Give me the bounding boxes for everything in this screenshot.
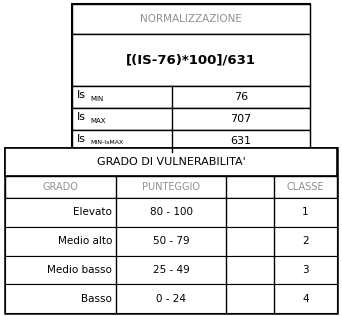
Text: 0 - 24: 0 - 24 [156,294,186,304]
Text: GRADO DI VULNERABILITA': GRADO DI VULNERABILITA' [97,157,245,167]
Text: 2: 2 [302,236,309,246]
Text: [(IS-76)*100]/631: [(IS-76)*100]/631 [126,53,256,66]
Text: Is: Is [77,135,86,144]
Text: Medio basso: Medio basso [47,265,112,275]
Bar [5,198,337,227]
Bar [72,34,310,86]
Text: 80 - 100: 80 - 100 [149,207,193,217]
Bar [72,4,310,152]
Bar [5,284,337,313]
Text: Is: Is [77,90,86,100]
Text: 707: 707 [231,114,252,124]
Text: 25 - 49: 25 - 49 [153,265,189,275]
Bar [5,256,337,284]
Text: MIN: MIN [90,96,103,102]
Bar [5,227,337,256]
Bar [72,130,310,152]
Text: MIN-IsMAX: MIN-IsMAX [90,141,123,145]
Bar [5,148,337,313]
Text: 1: 1 [302,207,309,217]
Text: 3: 3 [302,265,309,275]
Text: CLASSE: CLASSE [287,182,324,192]
Text: 4: 4 [302,294,309,304]
Text: Is: Is [77,112,86,123]
Text: NORMALIZZAZIONE: NORMALIZZAZIONE [140,14,242,24]
Text: MAX: MAX [90,118,105,124]
Text: PUNTEGGIO: PUNTEGGIO [142,182,200,192]
Text: Medio alto: Medio alto [58,236,112,246]
Bar [72,108,310,130]
Text: 631: 631 [231,136,251,146]
Text: 76: 76 [234,92,248,102]
Text: GRADO: GRADO [43,182,79,192]
Bar [5,176,337,198]
Text: 50 - 79: 50 - 79 [153,236,189,246]
Bar [72,86,310,108]
Bar [72,4,310,34]
Text: Basso: Basso [81,294,112,304]
Text: Elevato: Elevato [73,207,112,217]
Bar [5,148,337,176]
